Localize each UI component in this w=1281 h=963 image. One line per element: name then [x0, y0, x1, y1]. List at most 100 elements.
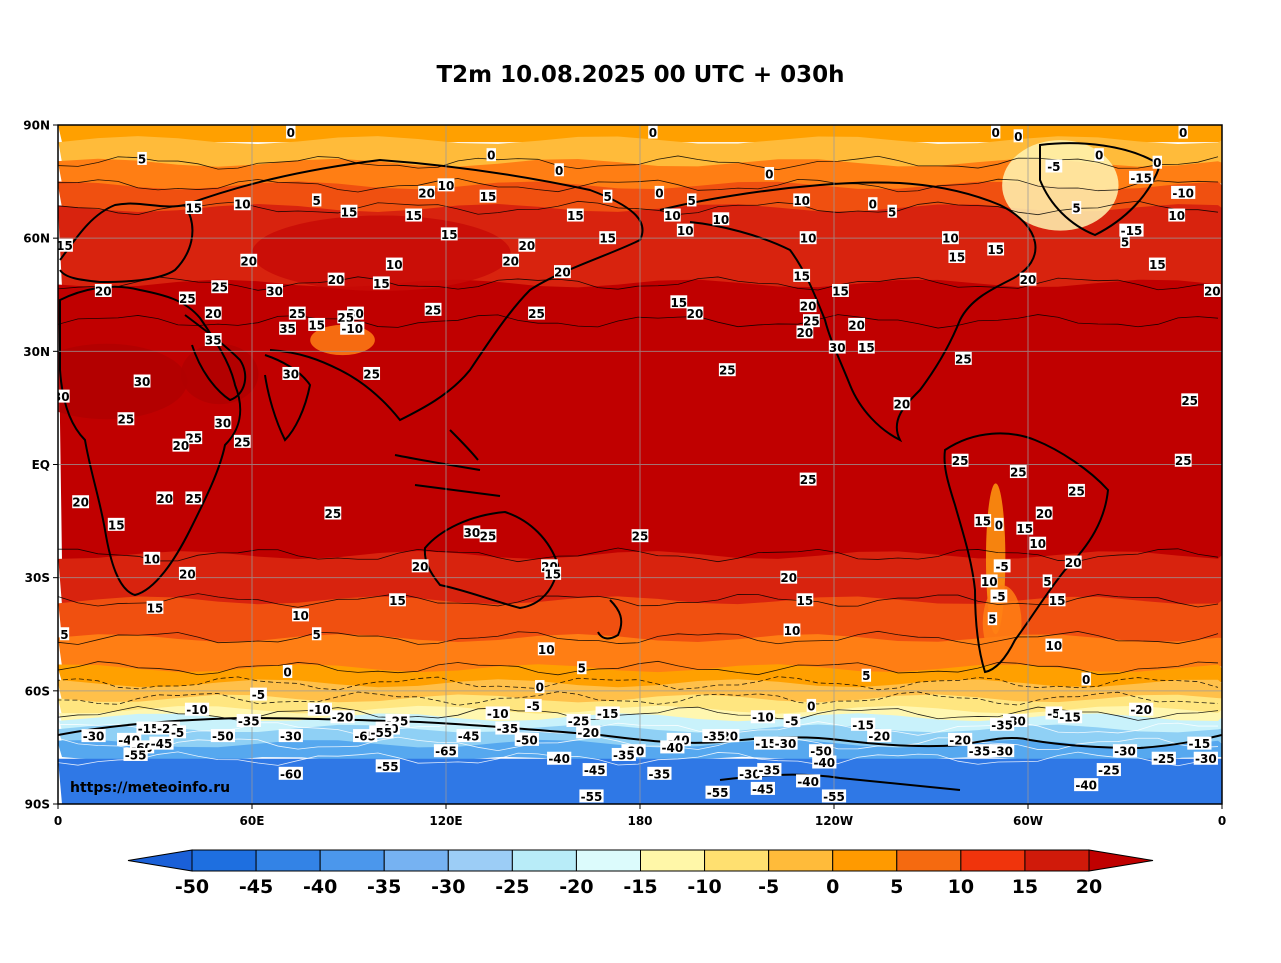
contour-label-bg: [595, 706, 620, 720]
contour-label-bg: [887, 204, 897, 218]
contour-label-bg: [278, 766, 303, 780]
contour-label: 0: [1153, 156, 1161, 170]
colorbar-label: -20: [559, 876, 593, 898]
contour-label: 5: [1121, 235, 1129, 249]
contour-label-bg: [133, 374, 151, 388]
contour-label-bg: [178, 566, 196, 580]
contour-label-bg: [1064, 555, 1082, 569]
contour-label-bg: [311, 627, 322, 641]
contour-label-bg: [547, 751, 572, 765]
contour-label-bg: [990, 589, 1008, 603]
colorbar-swatch: [960, 849, 1026, 872]
contour-label-bg: [718, 363, 736, 377]
contour-label-bg: [495, 721, 520, 735]
contour-label-bg: [1129, 170, 1154, 184]
contour-label: 0: [807, 699, 815, 713]
contour-label: 20: [780, 571, 797, 585]
contour-label-bg: [307, 702, 332, 716]
coastline-asia: [184, 158, 644, 422]
contour-label-bg: [456, 729, 481, 743]
contour-label: 20: [72, 496, 89, 510]
contour-label-bg: [1193, 751, 1218, 765]
contour-label: 5: [688, 194, 696, 208]
contour-label: 15: [480, 190, 497, 204]
contour-label-bg: [1152, 155, 1163, 169]
contour-label-bg: [1119, 223, 1144, 237]
contour-label: -5: [1047, 160, 1060, 174]
contour-line: [58, 593, 1219, 608]
contour-label: 20: [205, 307, 222, 321]
contour-label-bg: [647, 766, 672, 780]
contour-label: 25: [185, 492, 202, 506]
contour-label: 30: [215, 417, 232, 431]
contour-label: -5: [171, 726, 184, 740]
contour-label-bg: [867, 729, 892, 743]
contour-label: 25: [425, 303, 442, 317]
contour-label: 25: [1010, 466, 1027, 480]
contour-label-bg: [686, 306, 704, 320]
colorbar-label: -35: [367, 876, 401, 898]
colorbar-swatch: [896, 849, 962, 872]
contour-label-bg: [994, 517, 1004, 531]
contour-label-bg: [143, 551, 161, 565]
contour-label: 20: [1020, 273, 1037, 287]
colorbar-swatch: [447, 849, 513, 872]
coastlines: [58, 142, 1222, 791]
contour-label-bg: [337, 310, 355, 324]
contour-label: 30: [464, 526, 481, 540]
contour-label-bg: [611, 747, 636, 761]
contour-label-bg: [146, 600, 164, 614]
contour-label: -45: [752, 782, 774, 796]
longitude-ticks: 0 60E 120E 180 120W 60W 0: [54, 804, 1226, 828]
contour-label: 30: [53, 390, 70, 404]
contour-label: -15: [852, 718, 874, 732]
contour-label-bg: [282, 366, 300, 380]
contour-label: -40: [1075, 779, 1097, 793]
contour-label: 15: [1049, 594, 1066, 608]
contour-label-bg: [554, 163, 564, 177]
contour-label-bg: [893, 397, 911, 411]
contour-line: [58, 314, 1219, 329]
coastline-indonesia: [394, 429, 501, 497]
contour-label-bg: [184, 702, 210, 716]
contour-label: 0: [536, 681, 544, 695]
contour-label: 30: [829, 341, 846, 355]
contour-label: -25: [1098, 764, 1120, 778]
contour-label: -55: [377, 760, 399, 774]
contour-label-bg: [754, 736, 779, 750]
contour-label-bg: [1045, 159, 1063, 173]
colorbar-label: 20: [1076, 876, 1102, 898]
credit-text: https://meteoinfo.ru: [70, 780, 230, 796]
contour-label: 15: [373, 277, 390, 291]
contour-label-bg: [796, 774, 821, 788]
contour-label-bg: [214, 416, 232, 430]
contour-label-bg: [764, 167, 775, 181]
region-sahara-hot: [58, 343, 188, 420]
contour-label-bg: [799, 231, 817, 245]
contour-label-bg: [72, 495, 90, 509]
contour-label: 10: [143, 552, 160, 566]
contour-label: 15: [308, 318, 325, 332]
contour-label-bg: [178, 291, 196, 305]
contour-label-bg: [990, 744, 1015, 758]
contour-label: 15: [108, 518, 125, 532]
coastline-australia: [423, 510, 560, 610]
contour-label-bg: [967, 744, 992, 758]
colorbar-over-arrow: [1088, 849, 1154, 872]
contour-label: 0: [649, 126, 657, 140]
contour-label-bg: [528, 306, 545, 320]
contour-label-bg: [156, 491, 174, 505]
contour-label: -45: [151, 737, 173, 751]
contour-label: -55: [125, 748, 147, 762]
contour-label: -40: [813, 756, 835, 770]
contour-label-bg: [369, 725, 394, 739]
contour-label: -40: [661, 741, 683, 755]
contour-label-bg: [750, 710, 775, 724]
contour-label: 10: [1046, 639, 1063, 653]
contour-label: -10: [309, 703, 331, 717]
contour-label: 15: [793, 269, 810, 283]
contour-label: -35: [238, 715, 260, 729]
contour-label: -20: [332, 711, 354, 725]
colorbar-label: -25: [495, 876, 529, 898]
